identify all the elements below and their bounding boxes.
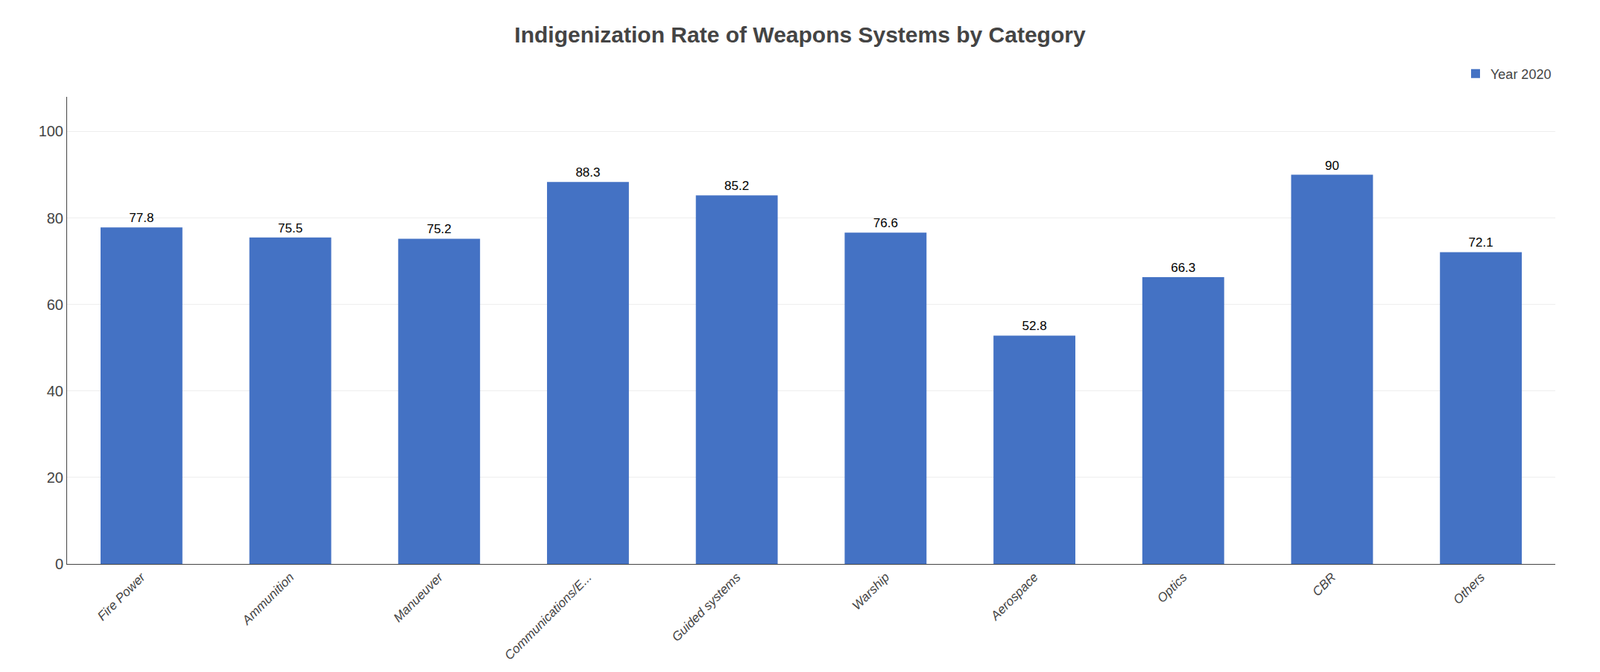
svg-text:77.8: 77.8 <box>128 210 154 226</box>
svg-text:20: 20 <box>46 469 64 486</box>
svg-text:100: 100 <box>38 122 64 140</box>
svg-text:66.3: 66.3 <box>1170 260 1196 275</box>
svg-text:40: 40 <box>46 383 64 400</box>
svg-text:Ammunition: Ammunition <box>239 570 298 629</box>
svg-text:80: 80 <box>46 210 64 227</box>
svg-text:75.5: 75.5 <box>277 221 303 236</box>
svg-text:Others: Others <box>1450 570 1488 608</box>
svg-text:CBR: CBR <box>1309 570 1339 600</box>
svg-text:75.2: 75.2 <box>427 222 452 237</box>
svg-text:Guided systems: Guided systems <box>669 570 744 645</box>
svg-text:90: 90 <box>1325 158 1340 173</box>
svg-text:Fire Power: Fire Power <box>94 569 149 624</box>
svg-text:52.8: 52.8 <box>1022 318 1048 334</box>
svg-text:88.3: 88.3 <box>575 165 600 180</box>
svg-text:Indigenization Rate of Weapons: Indigenization Rate of Weapons Systems b… <box>514 22 1086 47</box>
svg-text:85.2: 85.2 <box>724 178 749 194</box>
svg-text:72.1: 72.1 <box>1468 235 1494 250</box>
svg-text:Manueuver: Manueuver <box>391 569 448 626</box>
svg-text:Communications/E...: Communications/E... <box>501 570 594 663</box>
svg-text:Warship: Warship <box>849 570 893 613</box>
svg-text:Optics: Optics <box>1154 570 1191 606</box>
svg-text:76.6: 76.6 <box>873 216 898 231</box>
svg-text:Aerospace: Aerospace <box>987 570 1042 624</box>
svg-text:0: 0 <box>55 555 64 573</box>
svg-text:Year 2020: Year 2020 <box>1490 67 1551 82</box>
svg-text:60: 60 <box>46 296 64 313</box>
